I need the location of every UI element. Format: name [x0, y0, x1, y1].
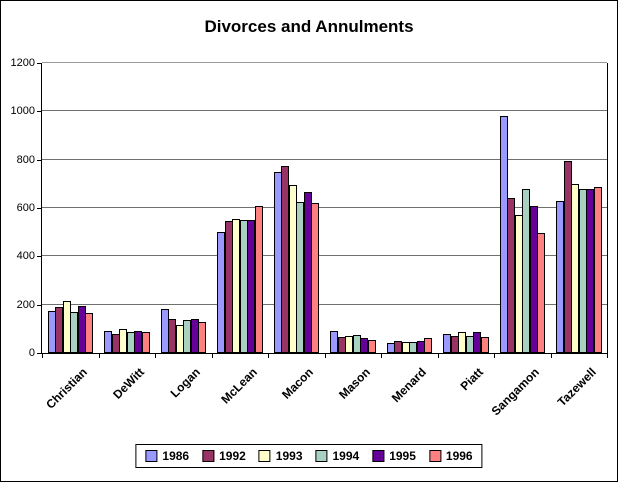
- y-axis-tick: [37, 305, 42, 306]
- x-axis-tick: [155, 353, 156, 358]
- legend-swatch-1986: [145, 450, 158, 462]
- x-axis-tick: [551, 353, 552, 358]
- y-axis-tick: [37, 111, 42, 112]
- bar-1996-christian: [85, 313, 93, 353]
- legend-item-1996: 1996: [428, 449, 473, 463]
- legend-label-1994: 1994: [332, 449, 360, 463]
- bar-1986-piatt: [443, 334, 451, 353]
- legend-item-1995: 1995: [372, 449, 416, 463]
- bar-1994-sangamon: [522, 189, 530, 353]
- legend-label-1995: 1995: [389, 449, 416, 463]
- y-axis-tick: [37, 208, 42, 209]
- y-axis-label-600: 600: [16, 202, 35, 214]
- legend-label-1993: 1993: [275, 449, 303, 463]
- bar-1992-menard: [394, 341, 402, 353]
- gridline-200: [42, 304, 607, 305]
- gridline-1200: [42, 62, 607, 63]
- legend-swatch-1994: [315, 450, 328, 462]
- legend-swatch-1995: [372, 450, 385, 462]
- bar-1995-piatt: [473, 332, 481, 353]
- legend-swatch-1996: [428, 450, 441, 462]
- x-axis-tick: [494, 353, 495, 358]
- bar-1993-mclean: [232, 219, 240, 353]
- bar-1992-macon: [281, 166, 289, 353]
- y-axis-label-1200: 1200: [10, 57, 35, 69]
- bar-1992-logan: [168, 319, 176, 353]
- x-axis-tick: [438, 353, 439, 358]
- bar-1993-dewitt: [119, 329, 127, 353]
- bar-1993-mason: [345, 336, 353, 353]
- y-axis-tick: [37, 63, 42, 64]
- chart-title: Divorces and Annulments: [204, 17, 414, 36]
- y-axis-label-1000: 1000: [10, 105, 35, 117]
- legend-item-1993: 1993: [258, 449, 303, 463]
- bar-1994-menard: [409, 342, 417, 353]
- bar-1986-mason: [330, 331, 338, 353]
- x-axis-tick: [325, 353, 326, 358]
- bar-1996-logan: [198, 322, 206, 353]
- legend: 1986 1992 1993 1994 1995 1996: [135, 444, 483, 468]
- gridline-400: [42, 255, 607, 256]
- bar-1992-christian: [55, 307, 63, 353]
- legend-item-1992: 1992: [202, 449, 246, 463]
- bar-1994-logan: [183, 320, 191, 353]
- bar-1995-mason: [360, 338, 368, 353]
- bar-1996-tazewell: [594, 187, 602, 353]
- bar-1986-dewitt: [104, 331, 112, 353]
- y-axis-tick: [37, 160, 42, 161]
- bar-1995-tazewell: [586, 189, 594, 353]
- y-axis-label-800: 800: [16, 154, 35, 166]
- x-axis-tick: [268, 353, 269, 358]
- x-axis-tick: [99, 353, 100, 358]
- bar-1996-macon: [311, 203, 319, 353]
- bar-1994-macon: [296, 202, 304, 353]
- bar-1993-piatt: [458, 332, 466, 353]
- bar-1996-piatt: [481, 337, 489, 353]
- gridline-1000: [42, 110, 607, 111]
- bar-1996-sangamon: [537, 233, 545, 353]
- bar-1996-mason: [368, 340, 376, 353]
- y-axis-label-400: 400: [16, 250, 35, 262]
- legend-item-1994: 1994: [315, 449, 360, 463]
- legend-swatch-1993: [258, 450, 271, 462]
- bar-1992-sangamon: [507, 198, 515, 353]
- legend-label-1986: 1986: [162, 449, 190, 463]
- bar-1996-dewitt: [142, 332, 150, 353]
- x-axis-tick: [42, 353, 43, 358]
- x-axis-tick: [212, 353, 213, 358]
- gridline-600: [42, 207, 607, 208]
- plot-area: 0 200 400 600 800 1000 1200 Christian DeWitt Loga…: [11, 57, 608, 418]
- legend-swatch-1992: [202, 450, 215, 462]
- bar-1986-mclean: [217, 232, 225, 353]
- gridline-800: [42, 159, 607, 160]
- bar-1993-tazewell: [571, 184, 579, 353]
- bar-1996-menard: [424, 338, 432, 353]
- bar-1994-christian: [70, 312, 78, 353]
- y-axis-tick: [37, 256, 42, 257]
- legend-label-1992: 1992: [219, 449, 246, 463]
- y-axis-label-0: 0: [28, 347, 35, 359]
- bar-1995-mclean: [247, 220, 255, 353]
- bar-1995-dewitt: [134, 331, 142, 353]
- x-axis-tick: [607, 353, 608, 358]
- legend-item-1986: 1986: [145, 449, 189, 463]
- bar-1986-tazewell: [556, 201, 564, 353]
- y-axis-label-200: 200: [16, 299, 35, 311]
- y-axis-tick: [37, 353, 42, 354]
- legend-label-1996: 1996: [445, 449, 473, 463]
- bar-1996-mclean: [255, 206, 263, 353]
- x-axis-tick: [381, 353, 382, 358]
